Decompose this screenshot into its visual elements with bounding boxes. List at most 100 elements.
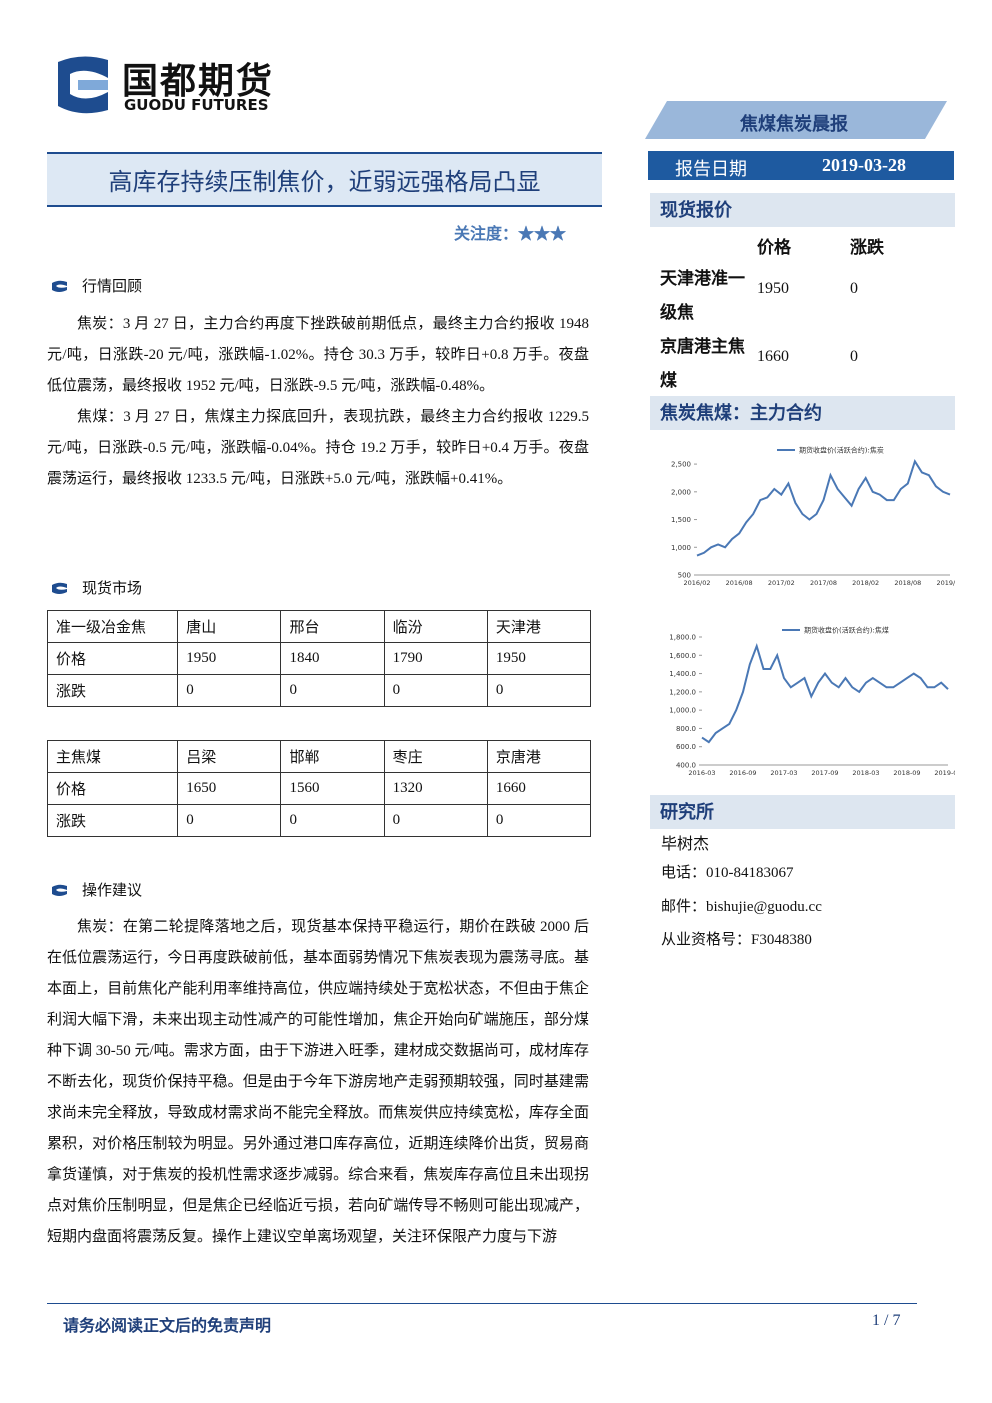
- x-tick-label: 2016/08: [726, 579, 753, 587]
- table-cell: 主焦煤: [46, 740, 179, 773]
- disclaimer: 请务必阅读正文后的免责声明: [63, 1318, 272, 1335]
- table-cell: 京唐港: [486, 740, 592, 773]
- quote-name: 京唐港主焦煤: [660, 337, 745, 390]
- spot-quote: 价格 涨跌 天津港准一级焦 1950 0 京唐港主焦煤 1660 0: [650, 228, 955, 396]
- y-tick-label: 1,600.0: [669, 652, 696, 660]
- table-cell: 1950: [177, 642, 282, 675]
- attention: 关注度：★★★: [454, 226, 567, 243]
- x-tick-label: 2016-03: [688, 769, 715, 777]
- table-cell: 临汾: [383, 610, 488, 643]
- chart: 500 1,000 1,500 2,000 2,500 2016/02 2016/08 201…: [671, 446, 955, 588]
- x-tick-label: 2019/02: [936, 579, 955, 587]
- market-review: 焦炭：3 月 27 日，主力合约再度下挫跌破前期低点，最终主力合约报收 1948…: [47, 309, 589, 495]
- paragraph: 焦炭：在第二轮提降落地之后，现货基本保持平稳运行，期价在跌破 2000 后在低位…: [47, 919, 589, 1245]
- quote-price: 1950: [757, 280, 789, 297]
- report-title: 高库存持续压制焦价，近弱远强格局凸显: [108, 170, 541, 196]
- column-header: 价格: [757, 238, 791, 257]
- table-cell: 涨跌: [46, 674, 179, 707]
- quote-change: 0: [850, 348, 858, 365]
- page-number: 1 / 7: [872, 1312, 901, 1329]
- table-cell: 1840: [280, 642, 385, 675]
- phone: 电话：010-84183067: [661, 865, 794, 881]
- logo-text: 国都期货: [122, 61, 275, 102]
- heading-text: 行情回顾: [82, 279, 143, 295]
- table-cell: 邢台: [280, 610, 385, 643]
- legend-label: 期货收盘价(活跃合约):焦煤: [804, 626, 889, 635]
- spot-table: 准一级冶金焦 唐山 邢台 临汾 天津港 价格 1950 1840 1790 1950 涨跌 0 0 0 0: [46, 610, 592, 707]
- section-band: 焦炭焦煤：主力合约: [650, 396, 955, 430]
- table-cell: 价格: [46, 772, 179, 805]
- chart: 400.0 600.0 800.0 1,000.0 1,200.0 1,400.0 1,60…: [669, 626, 955, 778]
- table-row: 涨跌 0 0 0 0: [46, 804, 592, 837]
- x-tick-label: 2018/02: [852, 579, 879, 587]
- footer-rule: [47, 1303, 917, 1304]
- table-cell: 价格: [46, 642, 179, 675]
- spot-tables: 准一级冶金焦 唐山 邢台 临汾 天津港 价格 1950 1840 1790 1950 涨跌 0 0 0 0 主…: [46, 610, 592, 837]
- table-row: 价格 1650 1560 1320 1660: [46, 772, 592, 805]
- spot-table: 主焦煤 吕梁 邯郸 枣庄 京唐港 价格 1650 1560 1320 1660 涨跌 0 0 0 0: [46, 740, 592, 837]
- table-cell: 0: [177, 804, 282, 837]
- line-series: [696, 458, 951, 557]
- table-cell: 唐山: [177, 610, 282, 643]
- advice: 焦炭：在第二轮提降落地之后，现货基本保持平稳运行，期价在跌破 2000 后在低位…: [47, 912, 589, 1287]
- table-cell: 0: [383, 674, 488, 707]
- y-tick-label: 1,000: [671, 544, 691, 552]
- section-icon: [52, 280, 67, 292]
- table-cell: 吕梁: [177, 740, 282, 773]
- heading-text: 操作建议: [82, 883, 143, 899]
- report-name: 焦煤焦炭晨报: [740, 114, 848, 134]
- y-tick-label: 2,000: [671, 488, 691, 496]
- analyst: 毕树杰: [661, 836, 710, 853]
- table-cell: 1790: [383, 642, 488, 675]
- email: 邮件：bishujie@guodu.cc: [661, 899, 822, 915]
- date-label: 报告日期: [675, 159, 747, 179]
- table-cell: 1950: [486, 642, 592, 675]
- table-cell: 1660: [486, 772, 592, 805]
- x-tick-label: 2018-03: [852, 769, 879, 777]
- x-tick-label: 2016-09: [729, 769, 756, 777]
- table-cell: 1560: [280, 772, 385, 805]
- quote-change: 0: [850, 280, 858, 297]
- table-cell: 1320: [383, 772, 488, 805]
- table-cell: 0: [280, 804, 385, 837]
- x-tick-label: 2018/08: [894, 579, 921, 587]
- table-cell: 涨跌: [46, 804, 179, 837]
- table-cell: 邯郸: [280, 740, 385, 773]
- table-cell: 0: [383, 804, 488, 837]
- date: 2019-03-28: [822, 155, 906, 175]
- title-bar: [47, 152, 602, 207]
- y-tick-label: 1,200.0: [669, 688, 696, 696]
- table-row: 价格 1950 1840 1790 1950: [46, 642, 592, 675]
- table-row: 准一级冶金焦 唐山 邢台 临汾 天津港: [46, 610, 592, 643]
- y-tick-label: 1,800.0: [669, 634, 696, 642]
- quote-name: 天津港准一级焦: [660, 269, 745, 322]
- y-tick-label: 1,400.0: [669, 670, 696, 678]
- y-tick-label: 1,000.0: [669, 707, 696, 715]
- y-tick-label: 600.0: [676, 743, 696, 751]
- section-heading: 行情回顾: [50, 275, 142, 296]
- heading-text: 现货市场: [82, 581, 143, 597]
- table-row: 涨跌 0 0 0 0: [46, 674, 592, 707]
- table-row: 主焦煤 吕梁 邯郸 枣庄 京唐港: [46, 740, 592, 773]
- section-band: 现货报价: [650, 193, 955, 227]
- table-cell: 枣庄: [383, 740, 488, 773]
- table-cell: 0: [486, 804, 592, 837]
- license: 从业资格号：F3048380: [661, 932, 812, 948]
- logo-mark: [58, 56, 108, 114]
- x-tick-label: 2017-03: [770, 769, 797, 777]
- date-bar: [648, 151, 954, 180]
- y-tick-label: 400.0: [676, 762, 696, 770]
- table-cell: 0: [486, 674, 592, 707]
- x-tick-label: 2016/02: [683, 579, 710, 587]
- x-tick-label: 2017-09: [811, 769, 838, 777]
- section-heading: 现货市场: [50, 577, 142, 598]
- section-band: 研究所: [650, 795, 955, 829]
- y-tick-label: 800.0: [676, 725, 696, 733]
- x-tick-label: 2017/02: [768, 579, 795, 587]
- paragraph: 焦炭：3 月 27 日，主力合约再度下挫跌破前期低点，最终主力合约报收 1948…: [47, 316, 589, 394]
- legend-label: 期货收盘价(活跃合约):焦炭: [799, 446, 884, 455]
- line-series: [701, 642, 949, 744]
- paragraph: 焦煤：3 月 27 日，焦煤主力探底回升，表现抗跌，最终主力合约报收 1229.…: [47, 409, 589, 487]
- table-cell: 0: [177, 674, 282, 707]
